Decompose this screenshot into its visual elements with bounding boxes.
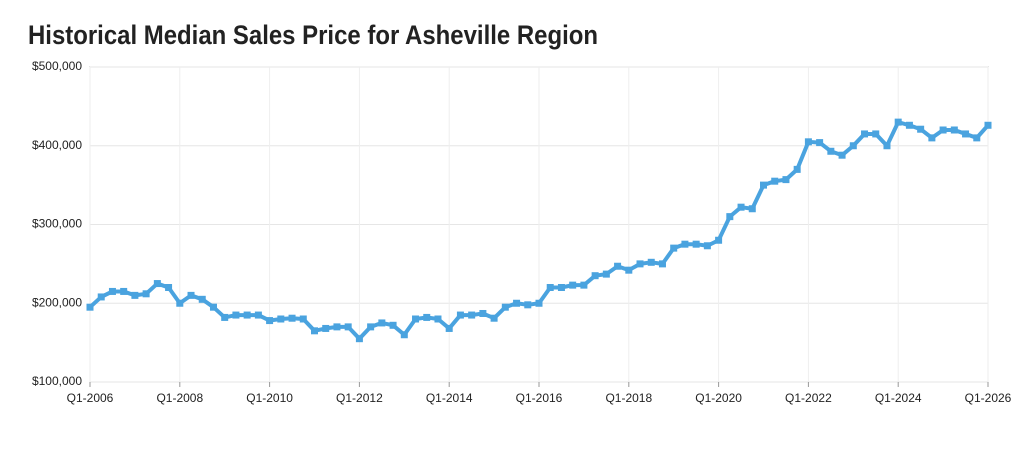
point <box>288 314 296 322</box>
point <box>557 284 565 291</box>
point <box>187 291 195 299</box>
point <box>692 240 700 248</box>
point <box>165 284 173 291</box>
point <box>490 314 498 322</box>
point <box>715 236 723 244</box>
x-tick-label: Q1-2016 <box>516 391 563 405</box>
point <box>973 134 981 142</box>
point <box>254 311 262 319</box>
point <box>984 121 992 129</box>
point <box>917 125 925 133</box>
point <box>546 284 554 291</box>
point <box>479 309 487 317</box>
y-tick-label: $500,000 <box>32 59 82 73</box>
point <box>771 177 779 185</box>
chart-title: Historical Median Sales Price for Ashevi… <box>28 20 598 50</box>
point <box>737 203 745 211</box>
x-tick-label: Q1-2008 <box>156 391 203 405</box>
point <box>456 311 464 319</box>
point <box>804 138 812 146</box>
point <box>793 165 801 173</box>
point <box>333 323 341 331</box>
point <box>232 311 240 319</box>
y-tick-label: $400,000 <box>32 138 82 152</box>
point <box>647 258 655 266</box>
point <box>816 139 824 147</box>
point <box>367 323 375 331</box>
point <box>468 311 476 319</box>
point <box>703 242 711 250</box>
x-tick-label: Q1-2020 <box>695 391 742 405</box>
point <box>153 280 161 288</box>
point <box>108 287 116 295</box>
point <box>198 295 206 303</box>
point <box>311 327 318 335</box>
point <box>894 118 902 126</box>
x-tick-label: Q1-2022 <box>785 391 832 405</box>
point <box>849 142 857 150</box>
point <box>658 260 666 268</box>
point <box>681 240 689 248</box>
point <box>602 270 610 278</box>
point <box>748 205 756 213</box>
point <box>209 303 217 311</box>
point <box>322 324 330 332</box>
x-tick-label: Q1-2010 <box>246 391 293 405</box>
point <box>131 291 139 299</box>
point <box>950 126 958 134</box>
point <box>883 142 891 150</box>
x-tick-label: Q1-2024 <box>875 391 922 405</box>
point <box>513 299 521 307</box>
point <box>423 313 431 321</box>
point <box>905 121 913 129</box>
point <box>614 262 622 270</box>
point <box>939 126 947 134</box>
point <box>445 324 453 332</box>
y-tick-label: $200,000 <box>32 295 82 309</box>
point <box>962 130 970 138</box>
point <box>535 299 543 307</box>
point <box>355 335 363 343</box>
point <box>400 331 408 339</box>
point <box>928 134 936 142</box>
point <box>827 147 835 155</box>
point <box>378 319 386 327</box>
y-tick-label: $300,000 <box>32 217 82 231</box>
point <box>299 315 307 323</box>
point <box>625 266 633 274</box>
point <box>524 301 532 309</box>
point <box>412 315 420 323</box>
point <box>726 213 734 221</box>
point <box>782 176 790 184</box>
point <box>591 272 599 280</box>
point <box>243 311 251 319</box>
point <box>142 290 150 298</box>
point <box>861 130 869 138</box>
y-tick-label: $100,000 <box>32 374 82 388</box>
point <box>636 260 644 268</box>
point <box>760 181 767 189</box>
x-tick-label: Q1-2014 <box>426 391 473 405</box>
point <box>670 244 678 252</box>
point <box>176 299 184 307</box>
point <box>838 151 846 159</box>
point <box>221 313 229 321</box>
point <box>872 130 880 138</box>
point <box>86 303 94 311</box>
point <box>434 315 442 323</box>
x-tick-label: Q1-2026 <box>965 391 1012 405</box>
point <box>120 287 128 295</box>
point <box>266 317 274 325</box>
point <box>277 315 285 323</box>
point <box>580 281 588 289</box>
x-tick-label: Q1-2012 <box>336 391 383 405</box>
point <box>569 281 577 289</box>
x-tick-label: Q1-2006 <box>67 391 114 405</box>
point <box>389 321 397 329</box>
point <box>501 303 509 311</box>
point <box>97 293 105 301</box>
x-tick-label: Q1-2018 <box>605 391 652 405</box>
point <box>344 323 352 331</box>
